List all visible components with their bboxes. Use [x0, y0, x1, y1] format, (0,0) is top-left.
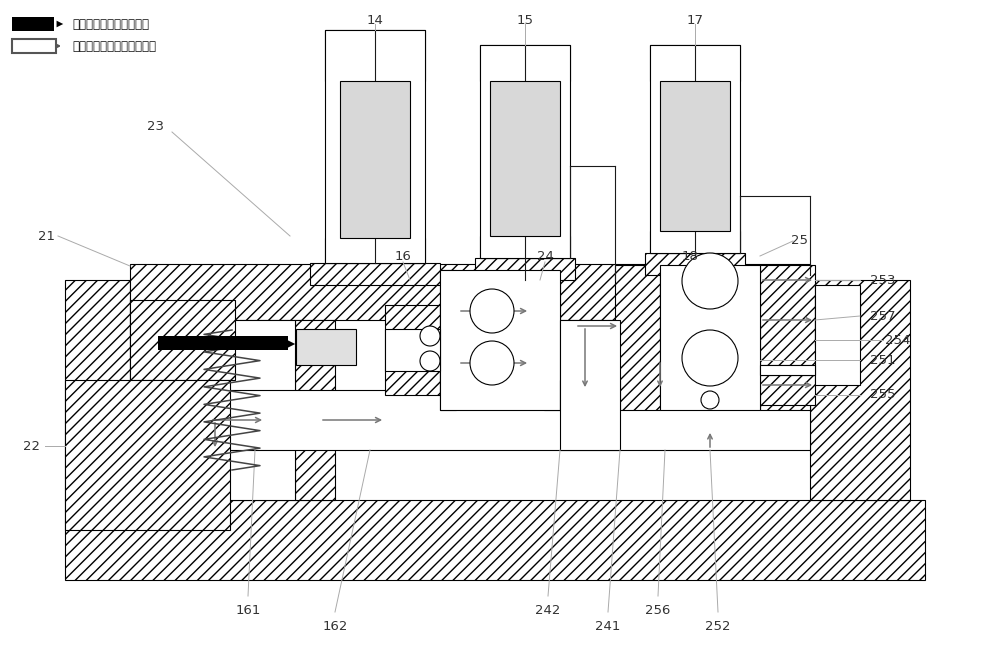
- Bar: [490, 81, 560, 236]
- Bar: [310, 263, 440, 285]
- Text: 16: 16: [395, 249, 411, 262]
- Bar: [650, 231, 740, 253]
- Bar: [810, 280, 910, 500]
- Text: 空心前头表示没有燃气通过: 空心前头表示没有燃气通过: [72, 39, 156, 52]
- Bar: [544, 270, 560, 410]
- Text: 161: 161: [235, 604, 261, 617]
- Bar: [660, 81, 730, 231]
- Text: 22: 22: [23, 440, 40, 453]
- Bar: [158, 336, 288, 350]
- Text: 17: 17: [686, 14, 704, 26]
- Text: 21: 21: [38, 230, 55, 243]
- Text: 18: 18: [682, 249, 698, 262]
- Bar: [560, 320, 620, 450]
- Bar: [130, 300, 235, 380]
- Text: 15: 15: [516, 14, 534, 26]
- Text: 25: 25: [792, 234, 808, 247]
- Bar: [560, 380, 620, 410]
- Bar: [295, 320, 335, 500]
- Circle shape: [420, 351, 440, 371]
- Text: 23: 23: [146, 119, 164, 133]
- Bar: [170, 320, 295, 500]
- Bar: [325, 238, 425, 263]
- Bar: [815, 285, 860, 385]
- Bar: [480, 45, 570, 81]
- Circle shape: [470, 341, 514, 385]
- Text: 256: 256: [645, 604, 671, 617]
- Bar: [615, 265, 660, 410]
- Bar: [480, 236, 570, 258]
- Bar: [650, 45, 740, 81]
- Text: 241: 241: [595, 619, 621, 632]
- Bar: [475, 258, 575, 280]
- Bar: [130, 390, 810, 450]
- Bar: [760, 265, 815, 365]
- Text: 252: 252: [705, 619, 731, 632]
- Bar: [340, 81, 410, 238]
- Circle shape: [682, 330, 738, 386]
- Bar: [760, 365, 815, 375]
- Text: 254: 254: [885, 333, 910, 346]
- Bar: [12, 39, 56, 53]
- Bar: [650, 45, 740, 253]
- Text: 162: 162: [322, 619, 348, 632]
- Circle shape: [701, 391, 719, 409]
- Circle shape: [682, 253, 738, 309]
- Bar: [385, 329, 440, 371]
- Bar: [660, 320, 760, 340]
- Bar: [296, 329, 356, 365]
- Text: 255: 255: [870, 388, 896, 401]
- Bar: [760, 375, 815, 405]
- Bar: [660, 265, 760, 410]
- Bar: [65, 280, 130, 500]
- Text: 251: 251: [870, 354, 896, 367]
- Bar: [760, 265, 810, 410]
- Bar: [12, 17, 54, 31]
- Bar: [660, 285, 760, 305]
- Bar: [440, 270, 560, 410]
- Bar: [325, 30, 425, 81]
- Bar: [440, 270, 456, 410]
- Text: 242: 242: [535, 604, 561, 617]
- Text: 253: 253: [870, 274, 896, 287]
- Text: 257: 257: [870, 310, 896, 323]
- Text: 实心前头表示有燃气通过: 实心前头表示有燃气通过: [72, 18, 149, 30]
- Bar: [65, 500, 925, 580]
- Circle shape: [420, 326, 440, 346]
- Bar: [65, 380, 230, 530]
- Bar: [130, 320, 170, 500]
- Bar: [815, 295, 860, 345]
- Bar: [130, 264, 810, 320]
- Bar: [325, 30, 425, 263]
- Bar: [480, 45, 570, 258]
- Circle shape: [470, 289, 514, 333]
- Bar: [645, 253, 745, 275]
- Text: 24: 24: [537, 249, 553, 262]
- Text: 14: 14: [367, 14, 383, 26]
- Bar: [385, 305, 440, 395]
